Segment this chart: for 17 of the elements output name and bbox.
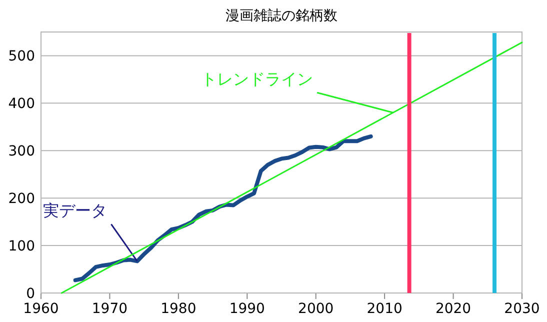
y-tick-label: 200: [8, 191, 35, 208]
x-tick-label: 2030: [504, 301, 540, 317]
y-tick-label: 500: [8, 48, 35, 65]
x-tick-label: 1990: [229, 301, 265, 317]
x-tick-label: 1970: [92, 301, 128, 317]
x-tick-label: 1980: [160, 301, 196, 317]
y-tick-label: 400: [8, 96, 35, 112]
chart-title: 漫画雑誌の銘柄数: [226, 8, 338, 24]
x-tick-label: 2000: [298, 301, 334, 317]
text: トレンドライン: [201, 70, 314, 89]
text: 実データ: [43, 201, 108, 220]
x-tick-label: 2020: [435, 301, 472, 317]
y-tick-label: 300: [8, 144, 35, 160]
y-tick-label: 0: [26, 286, 35, 302]
x-tick-label: 1960: [23, 301, 59, 317]
y-tick-label: 100: [8, 238, 35, 255]
x-tick-label: 2010: [366, 301, 402, 317]
